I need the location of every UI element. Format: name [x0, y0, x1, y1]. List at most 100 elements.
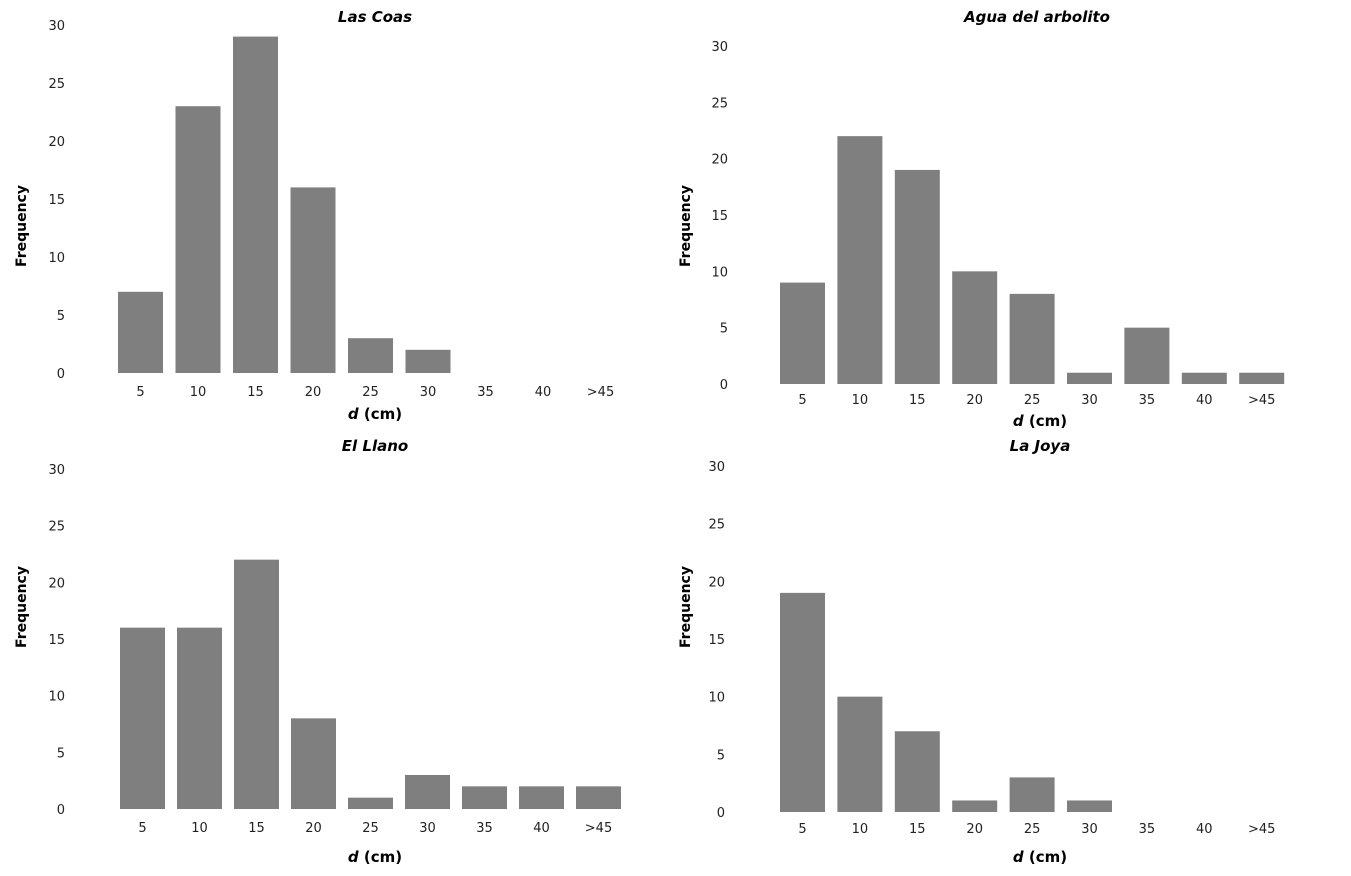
x-tick-label: 35 [1139, 393, 1156, 408]
x-tick-label: 25 [1024, 822, 1041, 837]
y-tick-label: 20 [711, 153, 728, 168]
x-tick-label: 40 [533, 821, 550, 836]
x-tick-label: 40 [1196, 393, 1213, 408]
x-tick-label: 25 [1024, 393, 1041, 408]
x-tick-label: 40 [535, 385, 552, 400]
x-axis-label: d (cm) [348, 848, 402, 866]
bar-20 [952, 800, 998, 812]
bar-15 [233, 36, 278, 373]
chart-panel: La Joya Frequency 0 5 10 15 20 25 30 5 10 15 20 25 30 3… [678, 437, 1275, 866]
y-tick-label: 25 [711, 96, 728, 111]
y-tick-label: 10 [48, 690, 65, 705]
x-axis-variable: d [1013, 848, 1024, 866]
x-tick-label: 35 [476, 821, 493, 836]
y-tick-label: 15 [48, 633, 65, 648]
x-axis-variable: d [348, 848, 359, 866]
x-tick-label: 5 [798, 822, 806, 837]
bar-15 [894, 731, 940, 812]
bar-5 [780, 592, 825, 812]
x-axis-unit: (cm) [359, 405, 402, 423]
x-tick-label: 25 [362, 385, 379, 400]
x-tick-label: 10 [852, 822, 869, 837]
bar-30 [1067, 800, 1112, 812]
y-axis-label: Frequency [14, 185, 30, 267]
x-tick-label: 30 [420, 385, 437, 400]
y-tick-label: 20 [708, 575, 725, 590]
chart-title: La Joya [1010, 437, 1071, 455]
x-axis-variable: d [348, 405, 359, 423]
x-tick-label: 30 [1081, 393, 1098, 408]
chart-panel: Agua del arbolito Frequency 0 5 10 15 20 25 30 5 1… [678, 8, 1285, 430]
bar-35 [1124, 327, 1170, 384]
x-tick-label: 10 [852, 393, 869, 408]
x-axis-unit: (cm) [1024, 848, 1067, 866]
x-axis-label: d (cm) [1013, 848, 1067, 866]
y-tick-label: 5 [720, 322, 728, 337]
y-tick-label: 15 [708, 633, 725, 648]
bar-25 [1009, 293, 1055, 384]
y-tick-label: 15 [48, 193, 65, 208]
x-tick-label: 35 [477, 385, 494, 400]
y-tick-label: 5 [57, 746, 65, 761]
x-tick-label: 20 [305, 385, 322, 400]
y-tick-label: 25 [48, 77, 65, 92]
y-tick-label: 15 [711, 209, 728, 224]
y-tick-label: 30 [708, 460, 725, 475]
x-tick-label: 30 [1081, 822, 1098, 837]
x-tick-label: 20 [966, 393, 983, 408]
y-tick-label: 0 [717, 806, 725, 821]
bar-35 [462, 786, 507, 809]
bar-20 [952, 271, 998, 384]
bar-gt45 [576, 786, 621, 809]
y-tick-label: 0 [720, 378, 728, 393]
y-axis-label: Frequency [678, 566, 694, 648]
y-tick-label: 20 [48, 576, 65, 591]
y-tick-label: 30 [48, 463, 65, 478]
x-tick-label: >45 [1248, 822, 1275, 837]
y-tick-label: 30 [48, 19, 65, 34]
bar-25 [348, 338, 393, 373]
bar-25 [348, 797, 393, 809]
y-axis-label: Frequency [14, 566, 30, 648]
y-tick-label: 25 [48, 520, 65, 535]
x-tick-label: 15 [247, 385, 264, 400]
bar-10 [837, 136, 883, 384]
bar-40 [1181, 372, 1227, 384]
x-tick-label: 5 [138, 821, 146, 836]
bar-5 [120, 627, 165, 809]
x-tick-label: >45 [1248, 393, 1275, 408]
x-axis-label: d (cm) [348, 405, 402, 423]
y-tick-label: 5 [717, 748, 725, 763]
chart-panel: Las Coas Frequency 0 5 10 15 20 25 30 5 10 15 20 25 30… [14, 8, 614, 423]
x-tick-label: >45 [587, 385, 614, 400]
x-tick-label: 25 [362, 821, 379, 836]
x-tick-label: 30 [419, 821, 436, 836]
y-tick-label: 10 [708, 691, 725, 706]
y-tick-label: 10 [48, 251, 65, 266]
x-tick-label: 15 [909, 393, 926, 408]
x-tick-label: 20 [966, 822, 983, 837]
x-axis-unit: (cm) [359, 848, 402, 866]
bar-20 [290, 187, 336, 373]
x-tick-label: >45 [585, 821, 612, 836]
y-tick-label: 10 [711, 265, 728, 280]
bar-25 [1009, 777, 1055, 812]
x-tick-label: 10 [191, 821, 208, 836]
x-tick-label: 5 [798, 393, 806, 408]
bar-15 [234, 559, 279, 809]
bar-10 [177, 627, 222, 809]
bar-5 [780, 282, 825, 384]
chart-title: Agua del arbolito [963, 8, 1110, 26]
bar-30 [405, 775, 450, 809]
bar-30 [1067, 372, 1112, 384]
x-axis-label: d (cm) [1013, 412, 1067, 430]
x-axis-unit: (cm) [1024, 412, 1067, 430]
y-tick-label: 25 [708, 518, 725, 533]
y-tick-label: 0 [57, 367, 65, 382]
x-axis-variable: d [1013, 412, 1024, 430]
y-tick-label: 5 [57, 309, 65, 324]
bar-15 [894, 169, 940, 384]
y-tick-label: 20 [48, 135, 65, 150]
y-tick-label: 30 [711, 40, 728, 55]
